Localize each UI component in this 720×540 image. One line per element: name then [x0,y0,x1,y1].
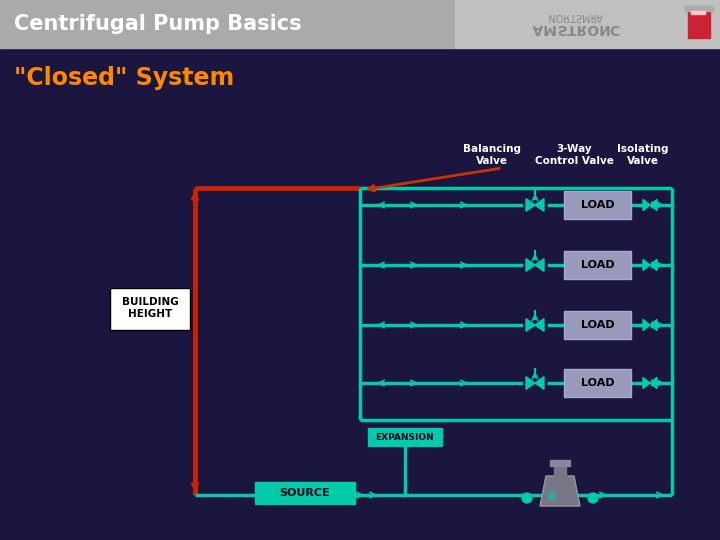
Text: LOAD: LOAD [581,200,614,210]
FancyBboxPatch shape [110,288,190,330]
Polygon shape [526,319,535,332]
Polygon shape [535,199,544,211]
Text: X: X [548,492,557,502]
Bar [0,0,455,48]
Text: AЯMƧTЯON: AЯMƧTЯON [547,11,603,21]
FancyBboxPatch shape [368,428,442,446]
Text: BUILDING
HEIGHT: BUILDING HEIGHT [122,297,179,319]
Bar [685,6,713,11]
Polygon shape [535,259,544,271]
Polygon shape [643,199,650,211]
Polygon shape [650,319,657,330]
FancyBboxPatch shape [564,369,631,397]
Polygon shape [650,199,657,211]
FancyBboxPatch shape [255,482,355,504]
Bar [554,464,566,478]
Text: Balancing
Valve: Balancing Valve [463,144,521,166]
FancyBboxPatch shape [564,191,631,219]
FancyBboxPatch shape [564,251,631,279]
Text: "Closed" System: "Closed" System [14,66,234,90]
Polygon shape [650,377,657,389]
Text: ƆИOЯTƧMА: ƆИOЯTƧMА [531,21,619,35]
Polygon shape [643,377,650,389]
Text: Isolating
Valve: Isolating Valve [617,144,669,166]
Text: SOURCE: SOURCE [279,488,330,498]
Text: LOAD: LOAD [581,260,614,270]
Text: EXPANSION: EXPANSION [376,433,434,442]
Bar [688,8,710,38]
Bar [455,0,720,48]
Text: LOAD: LOAD [581,320,614,330]
Polygon shape [526,199,535,211]
Text: 3-Way
Control Valve: 3-Way Control Valve [534,144,613,166]
Polygon shape [526,377,535,389]
Polygon shape [643,319,650,330]
Bar [550,460,570,466]
Text: LOAD: LOAD [581,378,614,388]
Polygon shape [535,319,544,332]
Polygon shape [535,377,544,389]
Polygon shape [650,259,657,271]
Text: Centrifugal Pump Basics: Centrifugal Pump Basics [14,14,302,34]
Polygon shape [526,259,535,271]
Polygon shape [643,259,650,271]
Circle shape [522,493,532,503]
FancyBboxPatch shape [564,311,631,339]
Circle shape [588,493,598,503]
Polygon shape [540,476,580,506]
